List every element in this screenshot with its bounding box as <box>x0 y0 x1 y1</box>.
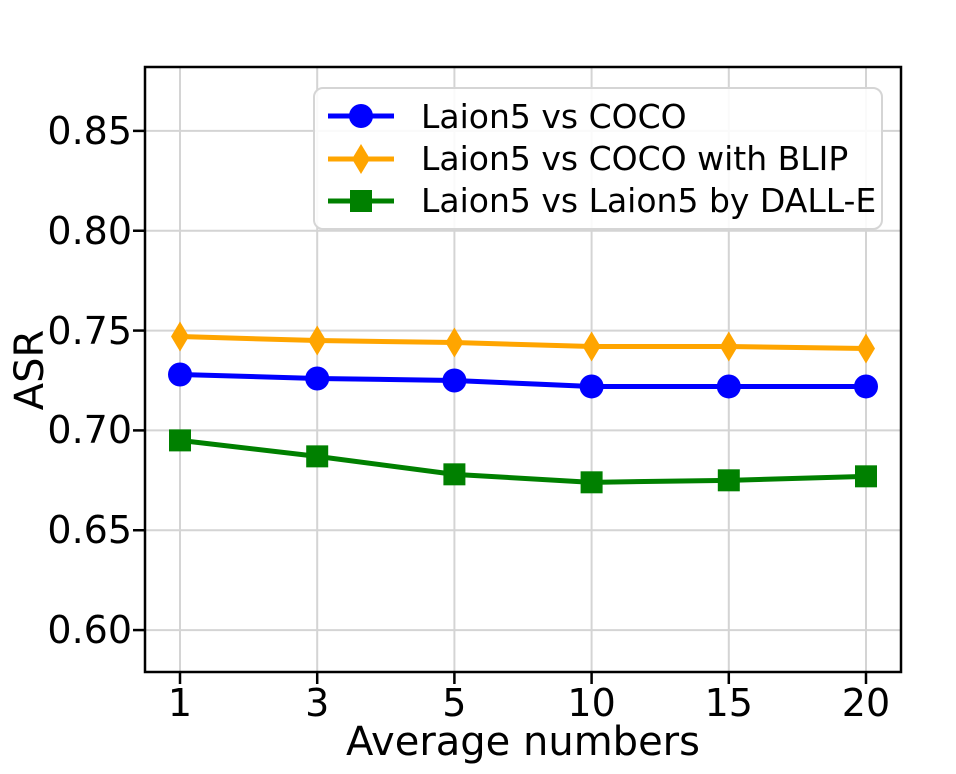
y-tick-label: 0.60 <box>47 608 132 653</box>
legend-item-laion5-vs-laion5-by-dall-e: Laion5 vs Laion5 by DALL-E <box>315 184 881 218</box>
data-point-square <box>580 471 603 494</box>
y-tick-label: 0.80 <box>47 208 132 253</box>
data-point-diamond <box>352 143 370 174</box>
legend-label: Laion5 vs COCO with BLIP <box>421 139 849 178</box>
plot-border <box>143 65 903 674</box>
data-point-circle <box>168 362 193 387</box>
data-point-square <box>443 463 466 486</box>
legend-marker-circle-icon <box>328 104 394 129</box>
data-point-circle <box>716 374 741 399</box>
data-point-diamond <box>171 321 190 352</box>
data-point-circle <box>349 104 373 129</box>
legend-marker-diamond-icon <box>328 143 394 174</box>
legend: Laion5 vs COCO Laion5 vs COCO with BLIP … <box>313 87 883 230</box>
x-axis-label: Average numbers <box>346 719 700 765</box>
data-point-square <box>350 189 372 212</box>
y-tick-label: 0.85 <box>47 108 132 153</box>
legend-item-laion5-vs-coco-with-blip: Laion5 vs COCO with BLIP <box>315 142 881 176</box>
data-point-diamond <box>445 327 464 358</box>
data-point-circle <box>442 368 467 393</box>
legend-label: Laion5 vs Laion5 by DALL-E <box>421 181 877 221</box>
legend-item-laion5-vs-coco: Laion5 vs COCO <box>315 99 881 133</box>
data-point-circle <box>579 374 604 399</box>
data-point-circle <box>853 374 878 399</box>
legend-label: Laion5 vs COCO <box>421 96 687 136</box>
y-tick-label: 0.75 <box>47 308 132 353</box>
y-axis-tick-labels: 0.60 0.65 0.70 0.75 0.80 0.85 <box>0 0 132 774</box>
data-point-square <box>717 469 740 492</box>
data-point-diamond <box>582 331 601 362</box>
y-axis-label: ASR <box>7 329 53 411</box>
series-line <box>177 334 869 352</box>
data-point-circle <box>305 366 330 391</box>
data-point-square <box>854 465 877 488</box>
legend-marker-square-icon <box>328 189 394 212</box>
data-point-diamond <box>719 331 738 362</box>
y-tick-label: 0.70 <box>47 408 132 453</box>
data-point-square <box>306 445 329 468</box>
series-line <box>177 437 869 485</box>
data-point-diamond <box>856 333 875 364</box>
data-point-diamond <box>308 325 327 356</box>
data-point-square <box>169 429 192 452</box>
y-tick-label: 0.65 <box>47 508 132 553</box>
series-line <box>177 371 869 389</box>
